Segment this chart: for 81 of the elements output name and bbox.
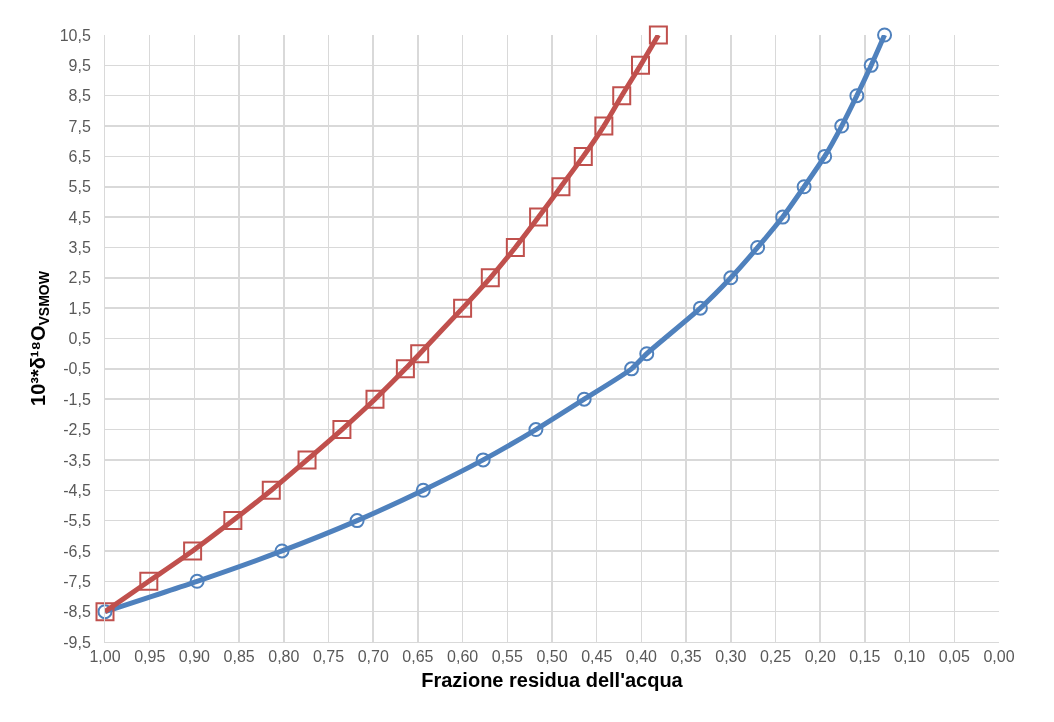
point <box>817 148 833 164</box>
y-tick-label: -7,5 <box>63 572 91 590</box>
y-tick-label: -6,5 <box>63 542 91 560</box>
x-tick-label: 0,95 <box>134 648 166 666</box>
x-tick-label: 0,00 <box>983 648 1015 666</box>
point <box>692 300 708 316</box>
point <box>639 346 655 362</box>
y-tick-label: -3,5 <box>63 451 91 469</box>
y-tick-label: -0,5 <box>63 360 91 378</box>
point <box>183 541 203 561</box>
x-tick-label: 0,60 <box>447 648 479 666</box>
x-tick-label: 0,35 <box>670 648 702 666</box>
point <box>480 268 500 288</box>
y-tick-label: 10,5 <box>59 26 91 44</box>
point <box>529 207 549 227</box>
x-tick-label: 0,05 <box>938 648 970 666</box>
point <box>863 57 879 73</box>
y-tick-label: 5,5 <box>68 178 91 196</box>
point <box>750 239 766 255</box>
x-axis-title: Frazione residua dell'acqua <box>421 668 684 691</box>
point <box>261 480 281 500</box>
point <box>453 298 473 318</box>
point <box>274 543 290 559</box>
point <box>349 513 365 529</box>
x-tick-label: 0,75 <box>312 648 345 666</box>
y-tick-label: 1,5 <box>68 299 91 317</box>
point <box>415 482 431 498</box>
y-tick-label: 2,5 <box>68 269 91 287</box>
x-tick-label: 0,10 <box>894 648 926 666</box>
x-tick-label: 0,90 <box>178 648 211 666</box>
x-tick-label: 0,70 <box>357 648 389 666</box>
point <box>624 361 640 377</box>
x-tick-label: 0,45 <box>581 648 613 666</box>
y-tick-label: -4,5 <box>63 481 91 499</box>
y-tick-label: 6,5 <box>68 148 91 165</box>
point <box>297 450 317 470</box>
point <box>877 27 893 43</box>
point <box>576 391 592 407</box>
y-tick-label: -5,5 <box>63 512 91 530</box>
x-tick-label: 0,30 <box>715 648 747 666</box>
point <box>475 452 491 468</box>
x-tick-label: 0,15 <box>849 648 881 666</box>
x-tick-label: 0,80 <box>268 648 300 666</box>
point <box>573 146 593 166</box>
point <box>594 116 614 136</box>
x-tick-label: 0,65 <box>402 648 434 666</box>
x-tick-label: 0,85 <box>223 648 255 666</box>
point <box>332 420 352 440</box>
point <box>189 573 205 589</box>
point <box>612 86 632 106</box>
y-tick-label: -8,5 <box>63 603 91 621</box>
point <box>796 179 812 195</box>
y-tick-label: 8,5 <box>68 87 91 105</box>
x-tick-label: 1,00 <box>89 648 121 666</box>
point <box>139 571 159 591</box>
point <box>365 389 385 409</box>
point <box>849 88 865 104</box>
point <box>723 270 739 286</box>
point <box>505 237 525 257</box>
point <box>834 118 850 134</box>
y-tick-label: 0,5 <box>68 330 91 348</box>
point <box>528 422 544 438</box>
x-tick-label: 0,55 <box>491 648 523 666</box>
x-tick-label: 0,20 <box>804 648 836 666</box>
y-tick-label: -2,5 <box>63 421 91 439</box>
point <box>395 359 415 379</box>
x-tick-label: 0,50 <box>536 648 568 666</box>
y-tick-label: 7,5 <box>68 117 91 135</box>
y-tick-label: -9,5 <box>63 633 91 651</box>
point <box>410 344 430 364</box>
x-tick-label: 0,40 <box>625 648 658 666</box>
y-tick-label: -1,5 <box>63 390 91 408</box>
y-tick-label: 4,5 <box>68 208 91 226</box>
y-tick-label: 9,5 <box>68 56 91 74</box>
point <box>631 55 651 75</box>
point <box>775 209 791 225</box>
point <box>648 25 668 45</box>
y-tick-label: 3,5 <box>68 239 91 257</box>
x-tick-label: 0,25 <box>759 648 792 666</box>
point <box>551 177 571 197</box>
point <box>223 511 243 531</box>
